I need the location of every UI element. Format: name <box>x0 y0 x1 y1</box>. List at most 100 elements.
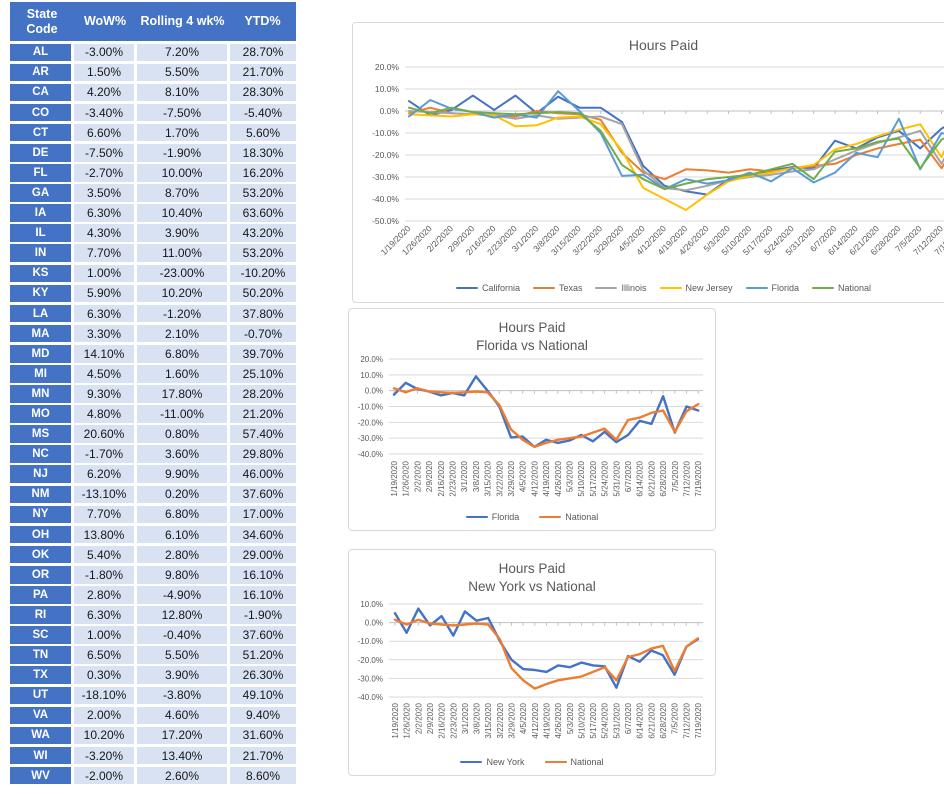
wow-value-cell[interactable]: 4.30% <box>74 224 134 242</box>
state-code-cell[interactable]: MN <box>10 385 71 403</box>
state-code-cell[interactable]: NM <box>10 485 71 504</box>
state-code-cell[interactable]: TN <box>10 646 71 664</box>
header-rolling-4wk[interactable]: Rolling 4 wk% <box>140 14 225 29</box>
wow-value-cell[interactable]: -2.70% <box>74 164 134 182</box>
ytd-value-cell[interactable]: 16.10% <box>230 586 296 604</box>
legend-item[interactable]: New Jersey <box>659 283 733 293</box>
ytd-value-cell[interactable]: 28.30% <box>230 83 296 102</box>
wow-value-cell[interactable]: 14.10% <box>74 344 134 363</box>
header-state-code[interactable]: State Code <box>26 7 58 36</box>
rolling-4wk-value-cell[interactable]: -11.00% <box>137 405 227 423</box>
ytd-value-cell[interactable]: 16.20% <box>230 164 296 182</box>
wow-value-cell[interactable]: 5.40% <box>74 545 134 564</box>
state-code-cell[interactable]: LA <box>10 304 71 323</box>
rolling-4wk-value-cell[interactable]: -0.40% <box>137 626 227 644</box>
ytd-value-cell[interactable]: 25.10% <box>230 365 296 383</box>
ytd-value-cell[interactable]: 21.70% <box>230 63 296 82</box>
wow-value-cell[interactable]: 6.20% <box>74 465 134 484</box>
state-code-cell[interactable]: KS <box>10 264 71 283</box>
wow-value-cell[interactable]: 5.90% <box>74 284 134 303</box>
ytd-value-cell[interactable]: 63.60% <box>230 204 296 222</box>
state-code-cell[interactable]: WA <box>10 726 71 745</box>
rolling-4wk-value-cell[interactable]: 4.60% <box>137 706 227 725</box>
ytd-value-cell[interactable]: 51.20% <box>230 646 296 664</box>
rolling-4wk-value-cell[interactable]: 1.70% <box>137 123 227 142</box>
wow-value-cell[interactable]: 6.30% <box>74 606 134 624</box>
chart-hours-paid-all-states[interactable]: Hours Paid 20.0% 10.0% 0.0% -10.0% -20.0% -30.… <box>352 22 944 303</box>
state-code-cell[interactable]: NC <box>10 445 71 463</box>
rolling-4wk-value-cell[interactable]: 2.10% <box>137 324 227 343</box>
ytd-value-cell[interactable]: -5.40% <box>230 103 296 122</box>
state-code-cell[interactable]: NY <box>10 505 71 524</box>
legend-item[interactable]: New York <box>460 757 525 767</box>
wow-value-cell[interactable]: 0.30% <box>74 666 134 684</box>
rolling-4wk-value-cell[interactable]: 3.60% <box>137 445 227 463</box>
rolling-4wk-value-cell[interactable]: 2.60% <box>137 766 227 785</box>
ytd-value-cell[interactable]: 31.60% <box>230 726 296 745</box>
rolling-4wk-value-cell[interactable]: 1.60% <box>137 365 227 383</box>
state-code-cell[interactable]: FL <box>10 164 71 182</box>
chart-hours-paid-new-york-vs-national[interactable]: Hours Paid New York vs National 10.0% 0.0% -… <box>348 549 716 776</box>
ytd-value-cell[interactable]: 8.60% <box>230 766 296 785</box>
wow-value-cell[interactable]: -7.50% <box>74 143 134 162</box>
state-code-cell[interactable]: TX <box>10 666 71 684</box>
wow-value-cell[interactable]: 20.60% <box>74 425 134 443</box>
wow-value-cell[interactable]: -13.10% <box>74 485 134 504</box>
state-code-cell[interactable]: DE <box>10 143 71 162</box>
state-code-cell[interactable]: GA <box>10 184 71 202</box>
wow-value-cell[interactable]: 6.60% <box>74 123 134 142</box>
ytd-value-cell[interactable]: 21.70% <box>230 746 296 765</box>
rolling-4wk-value-cell[interactable]: -1.20% <box>137 304 227 323</box>
wow-value-cell[interactable]: 4.20% <box>74 83 134 102</box>
legend-item[interactable]: Illinois <box>595 283 647 293</box>
rolling-4wk-value-cell[interactable]: 2.80% <box>137 545 227 564</box>
legend-item[interactable]: California <box>455 283 520 293</box>
rolling-4wk-value-cell[interactable]: 3.90% <box>137 224 227 242</box>
state-code-cell[interactable]: OH <box>10 525 71 544</box>
rolling-4wk-value-cell[interactable]: 17.20% <box>137 726 227 745</box>
rolling-4wk-value-cell[interactable]: -3.80% <box>137 686 227 705</box>
ytd-value-cell[interactable]: 34.60% <box>230 525 296 544</box>
legend-item[interactable]: National <box>812 283 871 293</box>
rolling-4wk-value-cell[interactable]: 11.00% <box>137 244 227 263</box>
rolling-4wk-value-cell[interactable]: 6.80% <box>137 505 227 524</box>
state-code-cell[interactable]: AL <box>10 43 71 62</box>
ytd-value-cell[interactable]: 28.70% <box>230 43 296 62</box>
wow-value-cell[interactable]: 1.00% <box>74 626 134 644</box>
wow-value-cell[interactable]: 2.00% <box>74 706 134 725</box>
ytd-value-cell[interactable]: 5.60% <box>230 123 296 142</box>
rolling-4wk-value-cell[interactable]: 12.80% <box>137 606 227 624</box>
wow-value-cell[interactable]: -3.00% <box>74 43 134 62</box>
ytd-value-cell[interactable]: 37.60% <box>230 485 296 504</box>
wow-value-cell[interactable]: 3.30% <box>74 324 134 343</box>
state-code-cell[interactable]: KY <box>10 284 71 303</box>
state-code-cell[interactable]: CA <box>10 83 71 102</box>
wow-value-cell[interactable]: 1.50% <box>74 63 134 82</box>
ytd-value-cell[interactable]: 37.60% <box>230 626 296 644</box>
state-code-cell[interactable]: IN <box>10 244 71 263</box>
wow-value-cell[interactable]: 1.00% <box>74 264 134 283</box>
wow-value-cell[interactable]: 4.50% <box>74 365 134 383</box>
ytd-value-cell[interactable]: 16.10% <box>230 565 296 584</box>
state-code-cell[interactable]: AR <box>10 63 71 82</box>
state-code-cell[interactable]: OK <box>10 545 71 564</box>
rolling-4wk-value-cell[interactable]: 10.40% <box>137 204 227 222</box>
wow-value-cell[interactable]: 9.30% <box>74 385 134 403</box>
ytd-value-cell[interactable]: 53.20% <box>230 184 296 202</box>
state-code-cell[interactable]: WV <box>10 766 71 785</box>
state-code-cell[interactable]: CT <box>10 123 71 142</box>
ytd-value-cell[interactable]: 28.20% <box>230 385 296 403</box>
rolling-4wk-value-cell[interactable]: 9.90% <box>137 465 227 484</box>
rolling-4wk-value-cell[interactable]: 8.10% <box>137 83 227 102</box>
legend-item[interactable]: National <box>539 512 598 522</box>
chart-hours-paid-florida-vs-national[interactable]: Hours Paid Florida vs National 20.0% 10.0% 0… <box>348 308 716 531</box>
ytd-value-cell[interactable]: 17.00% <box>230 505 296 524</box>
wow-value-cell[interactable]: -18.10% <box>74 686 134 705</box>
ytd-value-cell[interactable]: 37.80% <box>230 304 296 323</box>
wow-value-cell[interactable]: -2.00% <box>74 766 134 785</box>
state-code-cell[interactable]: IL <box>10 224 71 242</box>
state-code-cell[interactable]: OR <box>10 565 71 584</box>
rolling-4wk-value-cell[interactable]: 9.80% <box>137 565 227 584</box>
rolling-4wk-value-cell[interactable]: 17.80% <box>137 385 227 403</box>
rolling-4wk-value-cell[interactable]: 6.80% <box>137 344 227 363</box>
